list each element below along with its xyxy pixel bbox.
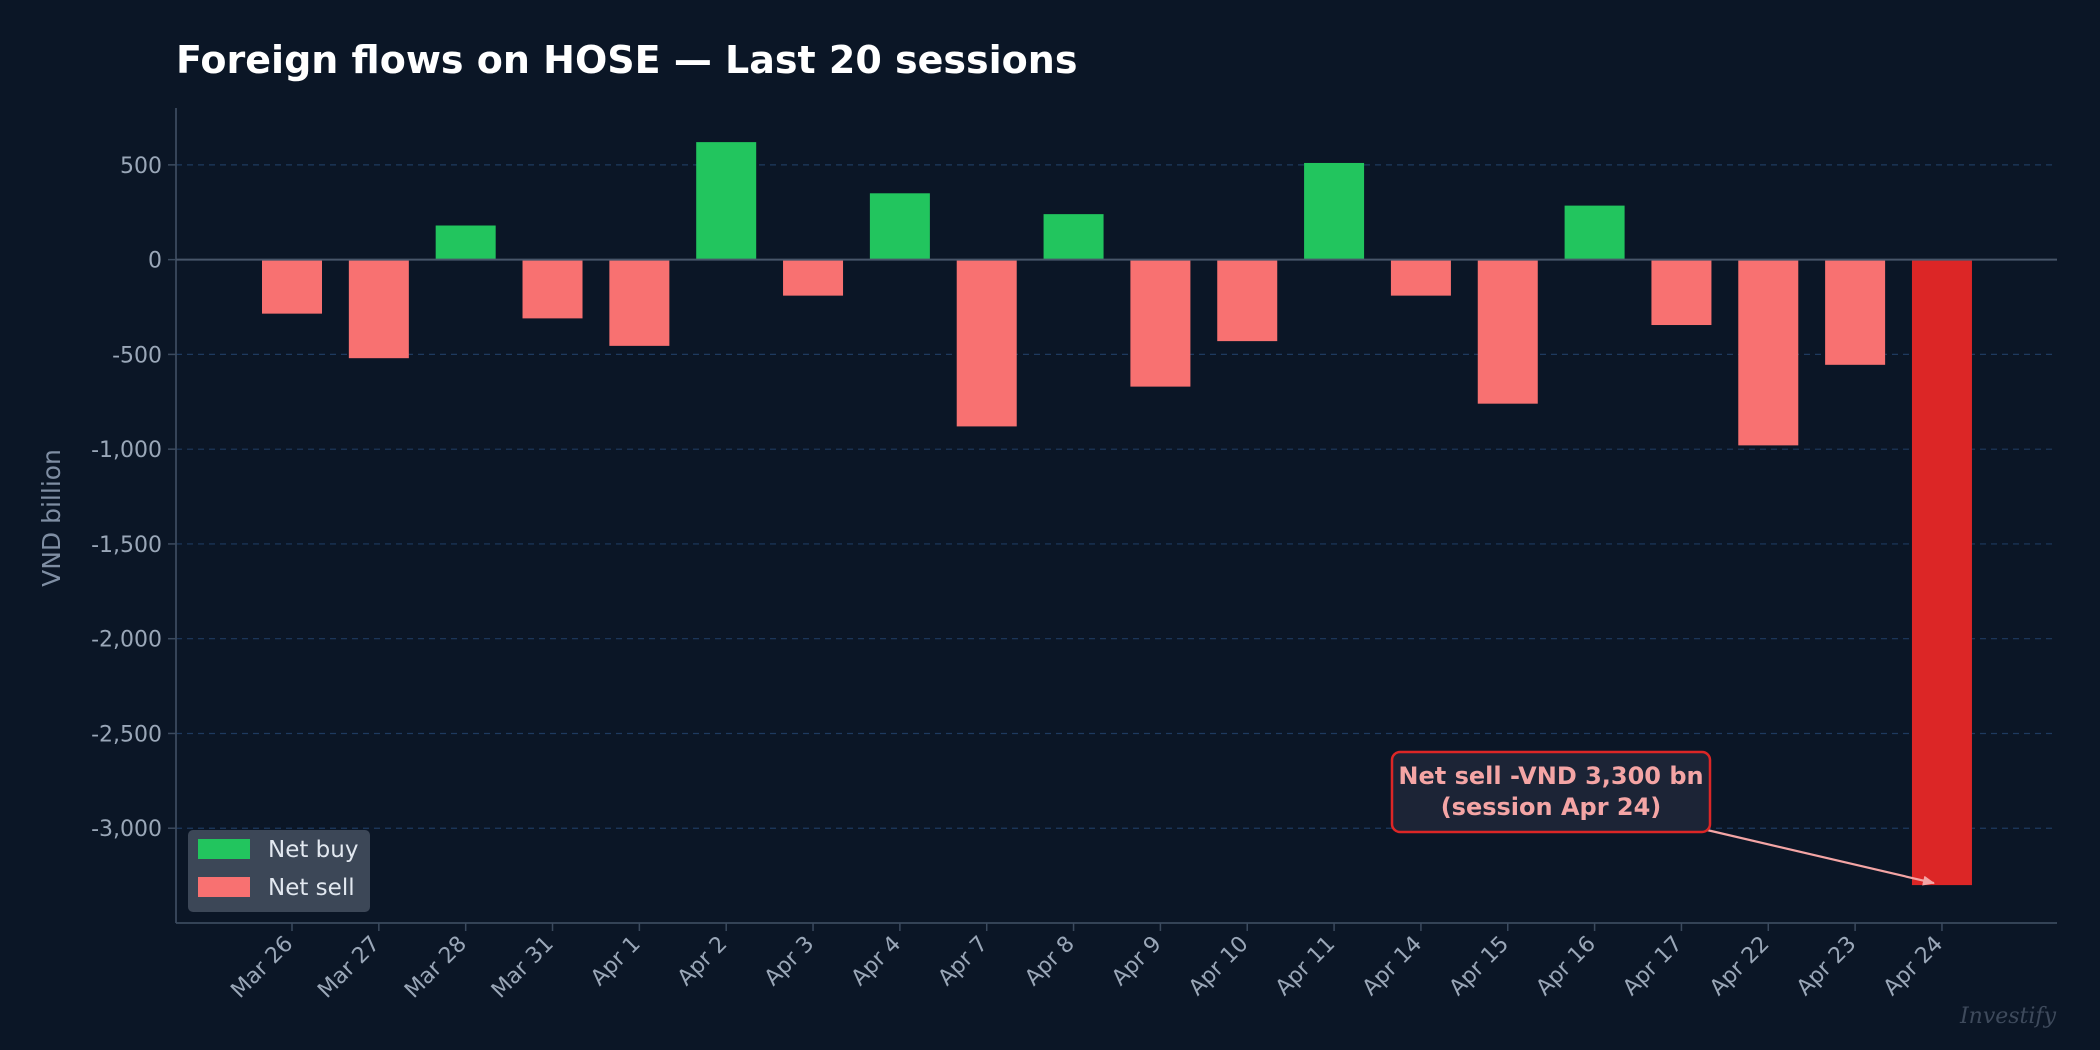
x-tick-label: Mar 28 — [400, 932, 472, 1004]
bar-apr-23 — [1825, 259, 1886, 365]
legend-swatch — [198, 839, 250, 859]
x-tick-label: Apr 17 — [1618, 932, 1687, 1001]
x-tick-label: Mar 31 — [487, 932, 559, 1004]
y-tick-label: 0 — [148, 249, 162, 274]
x-tick-label: Apr 15 — [1445, 932, 1514, 1001]
y-axis-label: VND billion — [37, 449, 66, 587]
annotation-text: Net sell -VND 3,300 bn — [1398, 762, 1703, 790]
bar-apr-15 — [1477, 259, 1538, 404]
bar-apr-2 — [696, 142, 757, 260]
y-tick-label: -500 — [112, 343, 162, 368]
axes — [168, 108, 2057, 931]
y-tick-label: -3,000 — [91, 817, 162, 842]
legend: Net buy Net sell — [188, 830, 370, 912]
y-tick-labels: 500 0 -500 -1,000 -1,500 -2,000 -2,500 -3,000 — [91, 154, 162, 842]
x-tick-label: Apr 22 — [1705, 932, 1774, 1001]
legend-label: Net buy — [268, 837, 358, 863]
bar-apr-1 — [609, 259, 670, 346]
bar-apr-9 — [1130, 259, 1191, 387]
bar-mar-27 — [348, 259, 409, 359]
bar-apr-8 — [1043, 214, 1104, 260]
x-tick-label: Mar 26 — [226, 932, 298, 1004]
bar-apr-24 — [1911, 259, 1972, 886]
chart-title: Foreign flows on HOSE — Last 20 sessions — [176, 38, 1077, 82]
x-tick-label: Apr 24 — [1879, 932, 1948, 1001]
bar-apr-22 — [1738, 259, 1799, 446]
x-tick-label: Apr 3 — [760, 932, 819, 991]
legend-label: Net sell — [268, 875, 355, 901]
bar-apr-3 — [783, 259, 844, 296]
annotation-text: (session Apr 24) — [1441, 793, 1662, 821]
x-tick-label: Apr 4 — [847, 932, 906, 991]
y-tick-label: -1,500 — [91, 533, 162, 558]
bar-mar-31 — [522, 259, 583, 319]
x-tick-label: Apr 23 — [1792, 932, 1861, 1001]
x-tick-label: Apr 10 — [1184, 932, 1253, 1001]
annotation-box — [1390, 750, 1712, 834]
x-tick-label: Apr 1 — [586, 932, 645, 991]
bar-apr-17 — [1651, 259, 1712, 326]
x-tick-label: Apr 8 — [1020, 932, 1079, 991]
x-tick-label: Apr 9 — [1107, 932, 1166, 991]
bars — [176, 142, 2057, 886]
grid-lines — [176, 164, 2057, 829]
x-tick-label: Apr 14 — [1358, 932, 1427, 1001]
x-tick-label: Mar 27 — [313, 932, 385, 1004]
x-tick-label: Apr 16 — [1532, 932, 1601, 1001]
bar-apr-4 — [869, 193, 930, 260]
x-tick-label: Apr 7 — [934, 932, 993, 991]
y-tick-label: 500 — [120, 154, 162, 179]
bar-mar-28 — [435, 225, 496, 260]
annotation-arrow — [1706, 828, 1935, 886]
bar-mar-26 — [262, 259, 322, 314]
x-tick-labels: Mar 26 Mar 27 Mar 28 Mar 31 Apr 1 Apr 2 Apr 3 A… — [226, 932, 1948, 1004]
x-tick-label: Apr 2 — [673, 932, 732, 991]
bar-apr-14 — [1390, 259, 1451, 296]
bar-apr-10 — [1217, 259, 1278, 342]
watermark-logo: Investify — [1959, 1004, 2057, 1029]
y-tick-label: -2,500 — [91, 722, 162, 747]
bar-apr-7 — [956, 259, 1017, 427]
annotation: Net sell -VND 3,300 bn (session Apr 24) — [1390, 750, 1935, 886]
legend-swatch — [198, 877, 250, 897]
y-tick-label: -2,000 — [91, 628, 162, 653]
bar-apr-11 — [1304, 162, 1365, 260]
bar-apr-16 — [1564, 205, 1625, 260]
x-tick-label: Apr 11 — [1271, 932, 1340, 1001]
y-tick-label: -1,000 — [91, 438, 162, 463]
